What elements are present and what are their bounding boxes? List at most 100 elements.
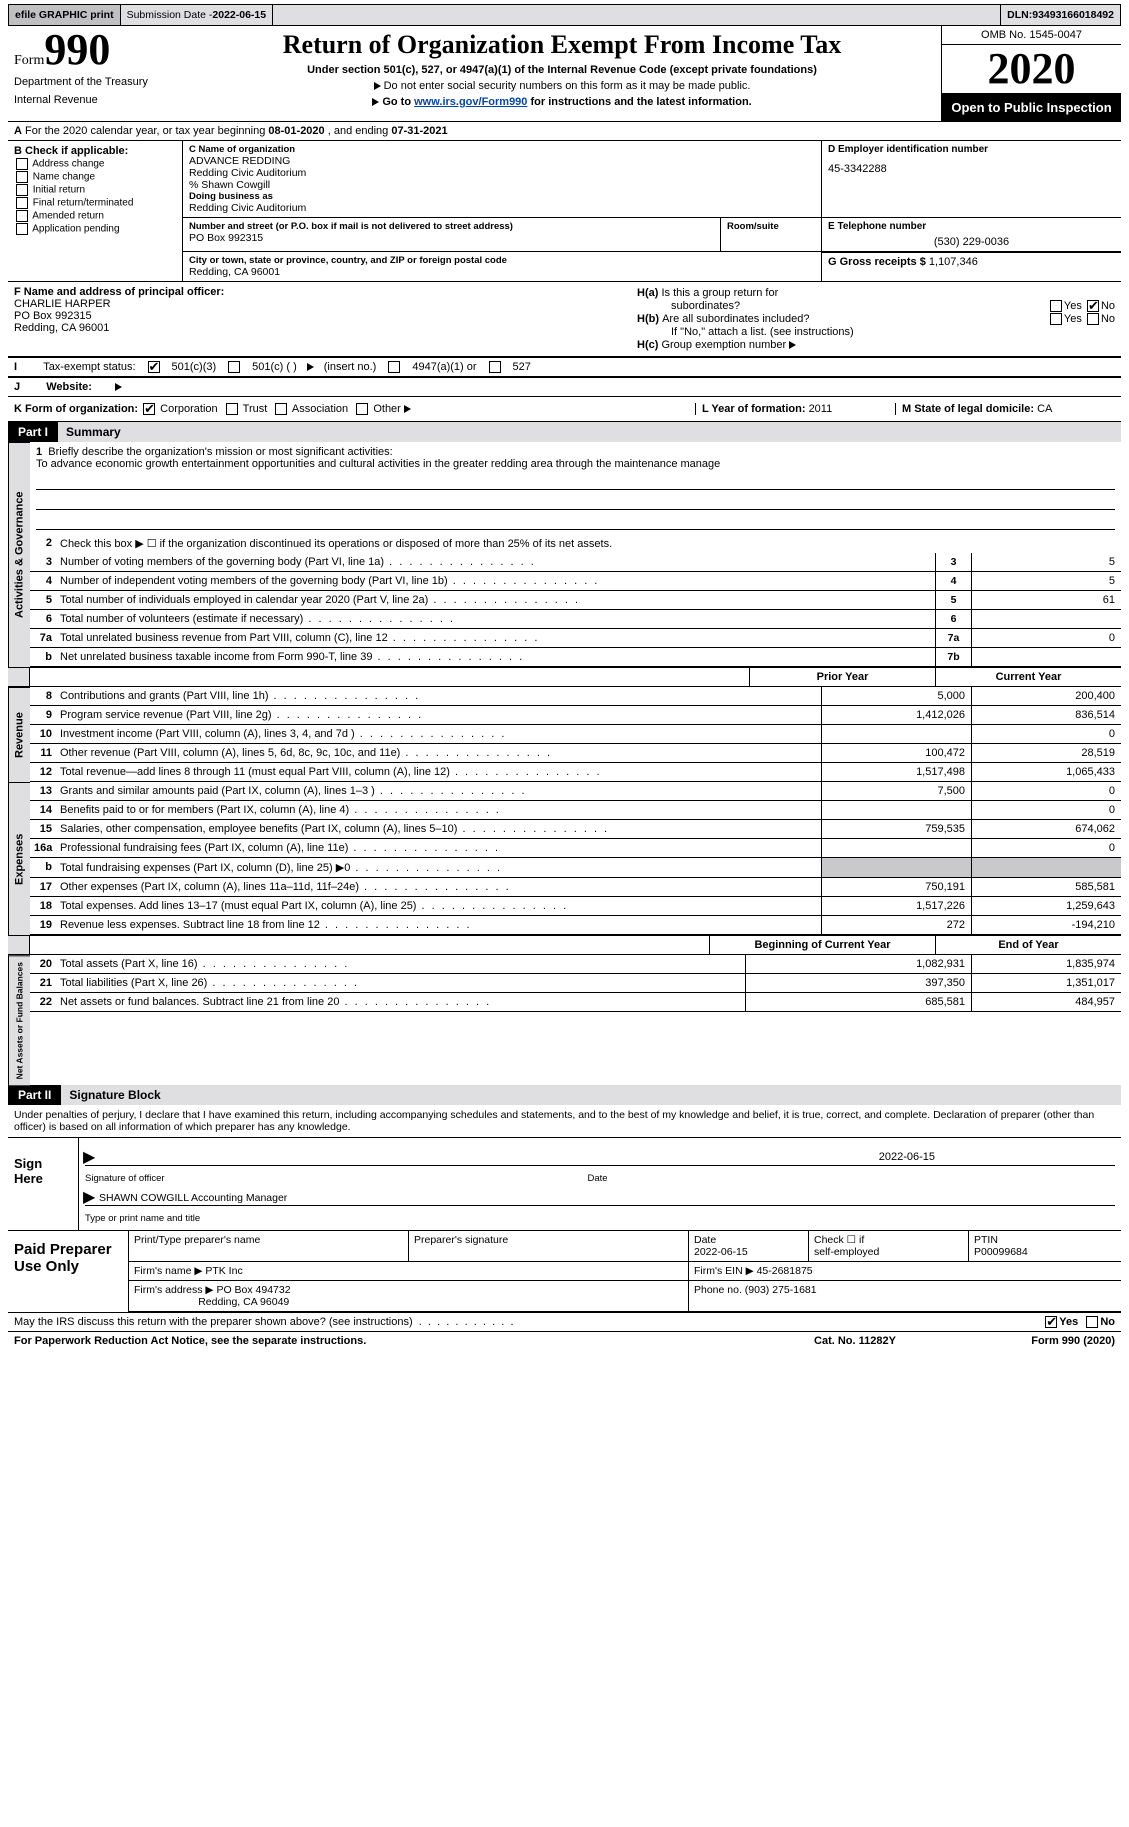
triangle-icon — [307, 363, 314, 371]
line-15-prior: 759,535 — [821, 820, 971, 838]
4947-checkbox[interactable] — [388, 361, 400, 373]
ha-yes-checkbox[interactable] — [1050, 300, 1062, 312]
summary-line-b: bTotal fundraising expenses (Part IX, co… — [30, 858, 1121, 878]
line-9-current: 836,514 — [971, 706, 1121, 724]
ha-no-checkbox[interactable] — [1087, 300, 1099, 312]
line-14-current: 0 — [971, 801, 1121, 819]
trust-checkbox[interactable] — [226, 403, 238, 415]
summary-line-7a: 7aTotal unrelated business revenue from … — [30, 629, 1121, 648]
line-17-current: 585,581 — [971, 878, 1121, 896]
corp-checkbox[interactable] — [143, 403, 155, 415]
checkbox-icon[interactable] — [16, 197, 28, 209]
box-e: E Telephone number (530) 229-0036 — [821, 218, 1121, 251]
form-note-2: Go to www.irs.gov/Form990 for instructio… — [191, 96, 933, 108]
line-a-tax-year: A For the 2020 calendar year, or tax yea… — [8, 122, 1121, 141]
officer-printed-name: SHAWN COWGILL Accounting Manager — [99, 1192, 287, 1204]
submission-date-label: Submission Date - — [127, 9, 213, 21]
end-year-label: End of Year — [935, 936, 1121, 954]
summary-line-12: 12Total revenue—add lines 8 through 11 (… — [30, 763, 1121, 782]
summary-line-5: 5Total number of individuals employed in… — [30, 591, 1121, 610]
summary-line-10: 10Investment income (Part VIII, column (… — [30, 725, 1121, 744]
line-9-prior: 1,412,026 — [821, 706, 971, 724]
summary-line-15: 15Salaries, other compensation, employee… — [30, 820, 1121, 839]
line-2: 2 Check this box ▶ ☐ if the organization… — [30, 534, 1121, 553]
501c3-checkbox[interactable] — [148, 361, 160, 373]
triangle-icon — [404, 405, 411, 413]
discuss-yes-checkbox[interactable] — [1045, 1316, 1057, 1328]
checkbox-icon[interactable] — [16, 210, 28, 222]
box-c-name: C Name of organization ADVANCE REDDING R… — [183, 141, 821, 217]
other-checkbox[interactable] — [356, 403, 368, 415]
form-note-1: Do not enter social security numbers on … — [191, 80, 933, 92]
preparer-header-row: Print/Type preparer's name Preparer's si… — [128, 1231, 1121, 1262]
checkbox-icon[interactable] — [16, 223, 28, 235]
triangle-icon — [372, 98, 379, 106]
arrow-icon: ▶ — [83, 1187, 95, 1207]
dln-value: 93493166018492 — [1032, 9, 1114, 21]
side-governance: Activities & Governance — [8, 442, 30, 667]
cat-no: Cat. No. 11282Y — [755, 1335, 955, 1347]
firm-ein: 45-2681875 — [757, 1265, 813, 1277]
hb-yes-checkbox[interactable] — [1050, 313, 1062, 325]
line-18-current: 1,259,643 — [971, 897, 1121, 915]
irs-link[interactable]: www.irs.gov/Form990 — [414, 96, 527, 108]
box-b-item[interactable]: Final return/terminated — [14, 197, 176, 209]
assoc-checkbox[interactable] — [275, 403, 287, 415]
part-1-tab: Part I — [8, 422, 58, 442]
summary-line-13: 13Grants and similar amounts paid (Part … — [30, 782, 1121, 801]
summary-line-8: 8Contributions and grants (Part VIII, li… — [30, 687, 1121, 706]
begin-year-label: Beginning of Current Year — [709, 936, 935, 954]
line-21-prior: 397,350 — [745, 974, 971, 992]
box-b-item[interactable]: Initial return — [14, 184, 176, 196]
paid-preparer-block: Paid Preparer Use Only Print/Type prepar… — [8, 1230, 1121, 1312]
toolbar-spacer — [273, 5, 1001, 25]
summary-line-22: 22Net assets or fund balances. Subtract … — [30, 993, 1121, 1012]
section-b-through-g: B Check if applicable: Address change Na… — [8, 141, 1121, 282]
box-b-item[interactable]: Name change — [14, 171, 176, 183]
officer-name-line: ▶ SHAWN COWGILL Accounting Manager — [85, 1190, 1115, 1206]
dln-cell: DLN: 93493166018492 — [1001, 5, 1120, 25]
line-13-prior: 7,500 — [821, 782, 971, 800]
summary-line-20: 20Total assets (Part X, line 16)1,082,93… — [30, 955, 1121, 974]
line-5-value: 61 — [971, 591, 1121, 609]
form-title: Return of Organization Exempt From Incom… — [191, 30, 933, 60]
part-2-title: Signature Block — [61, 1085, 1121, 1105]
checkbox-icon[interactable] — [16, 184, 28, 196]
box-b-item[interactable]: Address change — [14, 158, 176, 170]
firm-addr2: Redding, CA 96049 — [198, 1296, 289, 1308]
checkbox-icon[interactable] — [16, 158, 28, 170]
paid-preparer-label: Paid Preparer Use Only — [8, 1231, 128, 1312]
line-b-current — [971, 858, 1121, 877]
box-c-street: Number and street (or P.O. box if mail i… — [183, 218, 721, 251]
line-j: J Website: — [8, 377, 1121, 397]
line-4-value: 5 — [971, 572, 1121, 590]
checkbox-icon[interactable] — [16, 171, 28, 183]
line-k-l-m: K Form of organization: Corporation Trus… — [8, 397, 1121, 422]
efile-print-button[interactable]: efile GRAPHIC print — [9, 5, 121, 25]
line-10-current: 0 — [971, 725, 1121, 743]
line-12-prior: 1,517,498 — [821, 763, 971, 781]
line-16a-prior — [821, 839, 971, 857]
line-l: L Year of formation: 2011 — [695, 403, 895, 415]
dept-treasury: Department of the Treasury — [14, 76, 177, 88]
firm-name-row: Firm's name ▶ PTK Inc Firm's EIN ▶ 45-26… — [128, 1262, 1121, 1281]
box-b-item[interactable]: Amended return — [14, 210, 176, 222]
gross-receipts-value: 1,107,346 — [929, 256, 978, 268]
discuss-line: May the IRS discuss this return with the… — [8, 1312, 1121, 1331]
discuss-no-checkbox[interactable] — [1086, 1316, 1098, 1328]
line-b-prior — [821, 858, 971, 877]
hb-no-checkbox[interactable] — [1087, 313, 1099, 325]
firm-phone: (903) 275-1681 — [745, 1284, 817, 1296]
officer-signature-line[interactable]: ▶ 2022-06-15 — [85, 1150, 1115, 1166]
summary-line-21: 21Total liabilities (Part X, line 26)397… — [30, 974, 1121, 993]
summary-line-b: bNet unrelated business taxable income f… — [30, 648, 1121, 667]
submission-date-value: 2022-06-15 — [212, 9, 266, 21]
box-b-item[interactable]: Application pending — [14, 223, 176, 235]
527-checkbox[interactable] — [489, 361, 501, 373]
care-of: % Shawn Cowgill — [189, 179, 815, 191]
box-f: F Name and address of principal officer:… — [8, 282, 631, 356]
box-d: D Employer identification number 45-3342… — [821, 141, 1121, 217]
501c-checkbox[interactable] — [228, 361, 240, 373]
mission-text: To advance economic growth entertainment… — [36, 458, 720, 470]
prior-current-header: Prior Year Current Year — [8, 667, 1121, 687]
